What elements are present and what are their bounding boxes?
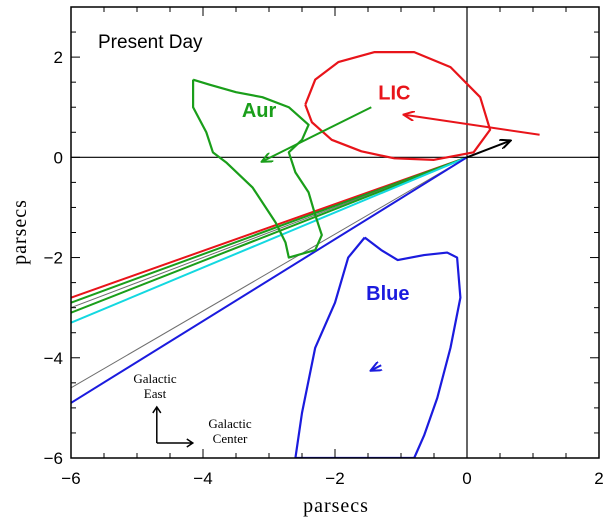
y-tick-label: 2 — [54, 48, 63, 67]
y-tick-label: −4 — [44, 349, 63, 368]
compass-right-label-line2: Center — [213, 431, 248, 446]
x-tick-label: −4 — [193, 469, 212, 488]
region-lic-label: LIC — [378, 83, 410, 105]
sightline-ray-5 — [71, 157, 467, 388]
region-aur-velocity-arrow — [262, 107, 371, 161]
region-lic-velocity-arrow — [404, 115, 539, 135]
velocity-arrows — [262, 107, 539, 370]
compass-arrows-icon — [153, 407, 193, 447]
y-tick-label: 0 — [54, 148, 63, 167]
region-lic-outline — [305, 52, 490, 160]
cloud-regions — [193, 52, 490, 458]
region-blue-velocity-arrow — [371, 365, 381, 370]
compass-up-label-line2: East — [144, 386, 167, 401]
x-axis-title: parsecs — [303, 495, 369, 517]
region-blue-outline — [295, 238, 460, 458]
region-blue-label: Blue — [366, 283, 409, 305]
galactic-compass: Galactic East Galactic Center — [133, 371, 252, 447]
x-tick-label: 2 — [594, 469, 603, 488]
sun-velocity-arrow — [467, 141, 510, 158]
y-tick-label: −6 — [44, 449, 63, 468]
chart-title: Present Day — [98, 32, 203, 53]
sightline-rays — [71, 157, 467, 403]
compass-up-label-line1: Galactic — [133, 371, 177, 386]
y-axis-title: parsecs — [9, 199, 31, 265]
region-aur-label: Aur — [242, 100, 277, 122]
tick-labels: −6 −4 −2 0 2 −6 −4 −2 0 2 — [44, 48, 604, 488]
x-tick-label: 0 — [462, 469, 471, 488]
y-tick-label: −2 — [44, 249, 63, 268]
x-tick-label: −6 — [61, 469, 80, 488]
region-labels: LIC Aur Blue — [242, 83, 411, 305]
x-tick-label: −2 — [325, 469, 344, 488]
compass-right-label-line1: Galactic — [208, 416, 252, 431]
